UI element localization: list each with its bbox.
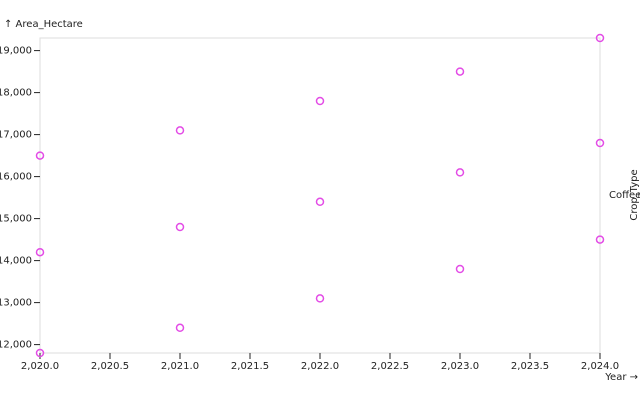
point — [315, 294, 325, 303]
x-tick-label: 2,022.0 — [301, 361, 339, 372]
x-tick-label: 2,023.5 — [511, 361, 549, 372]
y-tick-label: 12,000 — [0, 340, 32, 351]
x-tick-label: 2,024.0 — [581, 361, 619, 372]
x-tick-label: 2,020.0 — [21, 361, 59, 372]
y-tick-label: 16,000 — [0, 172, 32, 183]
x-tick-label: 2,021.5 — [231, 361, 269, 372]
point — [35, 247, 45, 257]
point — [175, 126, 185, 135]
point — [595, 235, 605, 244]
y-tick-label: 18,000 — [0, 88, 32, 99]
y-tick-label: 15,000 — [0, 214, 32, 225]
y-tick-label: 19,000 — [0, 46, 32, 57]
legend-title: Crop_Type — [629, 169, 640, 220]
y-tick-label: 14,000 — [0, 256, 32, 267]
y-tick-label: 13,000 — [0, 298, 32, 309]
point — [455, 67, 465, 76]
point — [35, 348, 45, 358]
y-tick-label: 17,000 — [0, 130, 32, 141]
point — [175, 222, 185, 232]
y-axis-label: ↑ Area_Hectare — [4, 19, 83, 30]
point — [455, 168, 465, 177]
x-tick-label: 2,023.0 — [441, 361, 479, 372]
x-axis-label: Year → — [604, 372, 638, 383]
legend-item: Coffee — [609, 190, 640, 201]
point — [595, 33, 605, 43]
point — [455, 264, 465, 274]
x-tick-label: 2,021.0 — [161, 361, 199, 372]
plot-frame — [39, 37, 601, 354]
point — [35, 151, 45, 160]
x-tick-label: 2,022.5 — [371, 361, 409, 372]
point — [175, 323, 185, 333]
x-tick-label: 2,020.5 — [91, 361, 129, 372]
point — [595, 138, 605, 148]
point — [315, 96, 325, 106]
point — [315, 197, 325, 207]
